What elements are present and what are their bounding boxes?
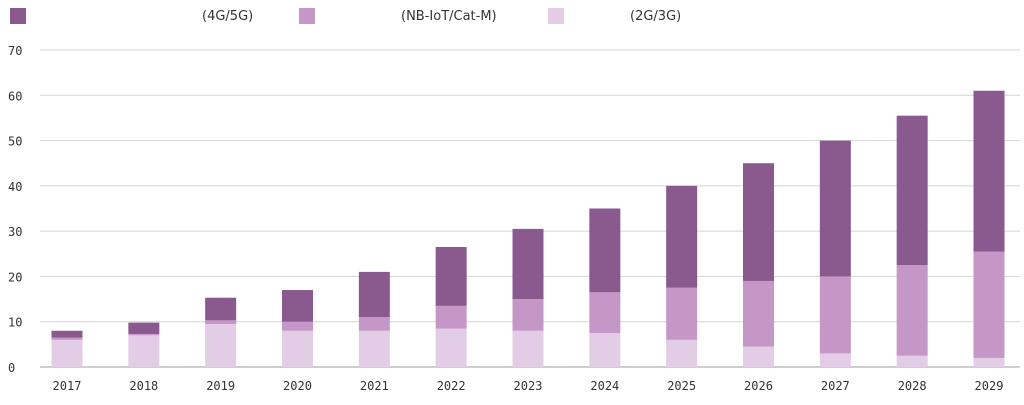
bar-2019-series-0 [205, 323, 237, 367]
legend-label-2g3g: (2G/3G) [630, 8, 682, 24]
bar-2025-series-0 [666, 339, 698, 367]
bar-2021-series-0 [358, 330, 390, 367]
bar-2017-series-0 [51, 339, 83, 367]
legend-swatch-2g3g [548, 8, 564, 24]
legend-swatch-nbiot [299, 8, 315, 24]
bar-2020-series-0 [282, 330, 313, 367]
x-tick-label-2021: 2021 [360, 379, 389, 393]
legend-label-4g5g: (4G/5G) [202, 8, 254, 24]
x-tick-label-2023: 2023 [514, 379, 543, 393]
bar-2025-series-2 [666, 185, 698, 288]
x-tick-label-2022: 2022 [437, 379, 466, 393]
legend-item-nbiot: (NB-IoT/Cat-M) [299, 8, 497, 24]
bar-2020-series-1 [282, 321, 313, 331]
bar-2022-series-1 [435, 305, 467, 329]
bar-2023-series-0 [512, 330, 544, 367]
bar-2021-series-1 [358, 317, 390, 331]
bar-2018-series-2 [128, 322, 160, 334]
bar-2027-series-1 [819, 276, 851, 354]
x-tick-label-2018: 2018 [129, 379, 158, 393]
y-tick-label-20: 20 [8, 270, 22, 284]
bar-2019-series-1 [205, 320, 237, 324]
legend-label-nbiot: (NB-IoT/Cat-M) [401, 8, 497, 24]
bar-2026-series-2 [743, 163, 774, 281]
bar-2024-series-2 [589, 208, 621, 293]
y-tick-label-70: 70 [8, 44, 22, 58]
y-tick-label-60: 60 [8, 89, 22, 103]
bar-2027-series-0 [819, 353, 851, 367]
bar-2029-series-2 [973, 90, 1005, 252]
x-tick-label-2024: 2024 [590, 379, 619, 393]
x-tick-label-2026: 2026 [744, 379, 773, 393]
x-tick-label-2025: 2025 [667, 379, 696, 393]
bar-2018-series-0 [128, 335, 160, 367]
bar-2029-series-0 [973, 357, 1005, 367]
x-tick-label-2029: 2029 [975, 379, 1004, 393]
bar-2022-series-0 [435, 328, 467, 367]
bar-2026-series-0 [743, 346, 774, 367]
legend-item-4g5g: (4G/5G) [10, 8, 253, 24]
bar-2018-series-1 [128, 333, 160, 336]
bar-2027-series-2 [819, 140, 851, 277]
bar-2023-series-1 [512, 299, 544, 331]
bar-2017-series-1 [51, 337, 83, 340]
bar-2020-series-2 [282, 290, 313, 322]
bar-2028-series-2 [896, 115, 928, 266]
legend-swatch-4g5g [10, 8, 26, 24]
x-tick-label-2020: 2020 [283, 379, 312, 393]
bar-2023-series-2 [512, 228, 544, 300]
bar-2029-series-1 [973, 251, 1005, 358]
x-tick-label-2028: 2028 [898, 379, 927, 393]
y-tick-label-0: 0 [8, 361, 15, 375]
x-tick-label-2017: 2017 [53, 379, 82, 393]
bar-2024-series-1 [589, 292, 621, 334]
bar-2017-series-2 [51, 330, 83, 338]
bar-2025-series-1 [666, 287, 698, 340]
bar-2028-series-0 [896, 355, 928, 367]
y-tick-label-40: 40 [8, 180, 22, 194]
bar-2028-series-1 [896, 265, 928, 356]
legend-item-2g3g: (2G/3G) [548, 8, 681, 24]
y-tick-label-30: 30 [8, 225, 22, 239]
bar-2021-series-2 [358, 271, 390, 318]
bar-2022-series-2 [435, 246, 467, 306]
y-tick-label-10: 10 [8, 316, 22, 330]
x-tick-label-2019: 2019 [206, 379, 235, 393]
bar-2026-series-1 [743, 280, 774, 347]
bar-2019-series-2 [205, 297, 237, 321]
x-tick-label-2027: 2027 [821, 379, 850, 393]
y-tick-label-50: 50 [8, 135, 22, 149]
bar-2024-series-0 [589, 333, 621, 367]
